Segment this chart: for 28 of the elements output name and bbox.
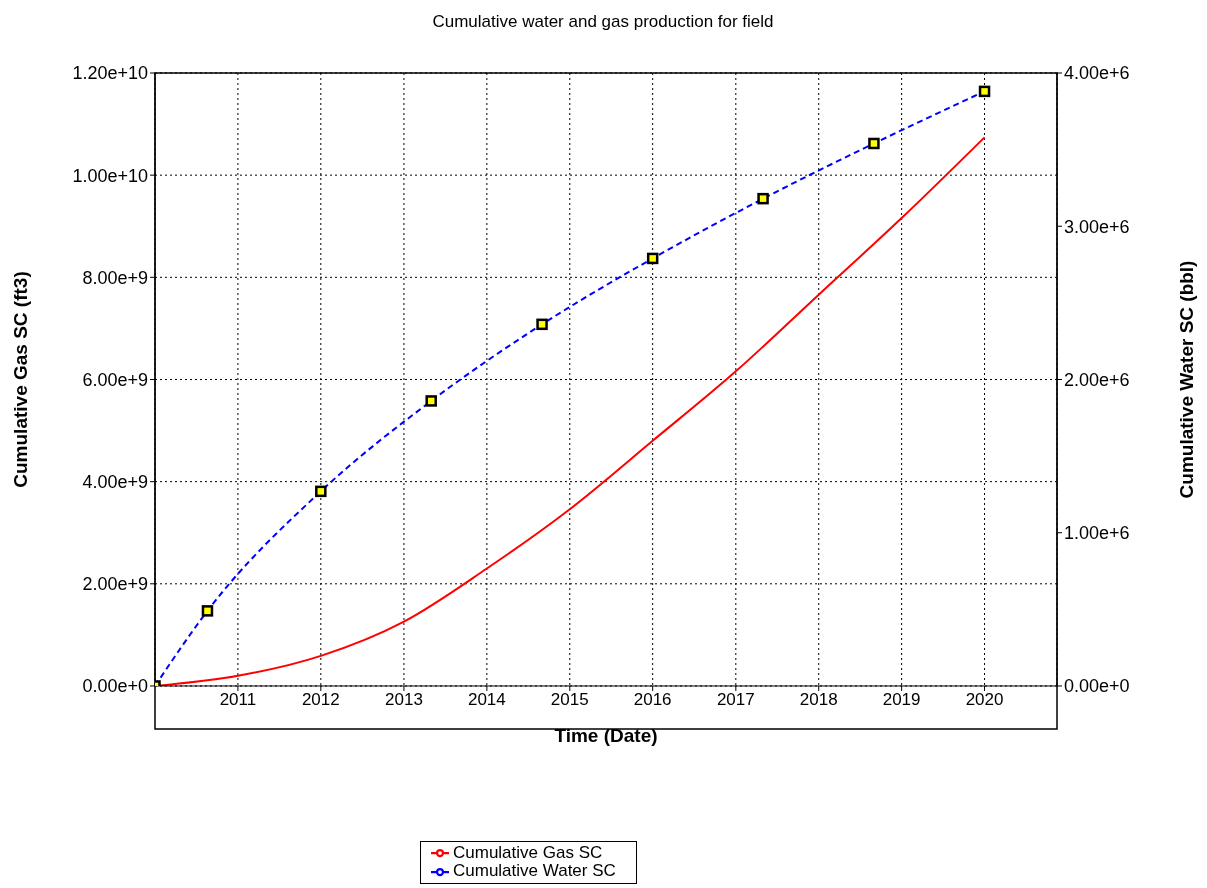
y2-axis-title: Cumulative Water SC (bbl) xyxy=(1175,260,1197,499)
legend-label: Cumulative Gas SC xyxy=(453,842,603,862)
chart-title: Cumulative water and gas production for field xyxy=(431,12,775,32)
y-tick-label: 4.00e+9 xyxy=(82,472,148,493)
x-tick-label: 2016 xyxy=(633,690,672,710)
y-tick-label: 2.00e+9 xyxy=(82,574,148,595)
y-tick-label: 1.00e+10 xyxy=(72,165,148,186)
x-tick-label: 2019 xyxy=(882,690,921,710)
y2-tick-label: 1.00e+6 xyxy=(1064,523,1130,544)
y-axis-title: Cumulative Gas SC (ft3) xyxy=(9,271,31,488)
x-tick-label: 2014 xyxy=(467,690,506,710)
x-tick-label: 2017 xyxy=(716,690,755,710)
x-tick-label: 2020 xyxy=(965,690,1004,710)
y-tick-label: 1.20e+10 xyxy=(72,63,148,84)
y2-tick-label: 4.00e+6 xyxy=(1064,63,1130,84)
legend-label: Cumulative Water SC xyxy=(453,861,616,881)
x-tick-label: 2015 xyxy=(550,690,589,710)
y-tick-label: 8.00e+9 xyxy=(82,267,148,288)
y-tick-label: 6.00e+9 xyxy=(82,369,148,390)
x-tick-label: 2013 xyxy=(385,690,423,710)
x-tick-label: 2011 xyxy=(219,690,257,710)
y-tick-label: 0.00e+0 xyxy=(82,676,148,697)
x-axis-title: Time (Date) xyxy=(554,724,658,746)
y2-tick-label: 3.00e+6 xyxy=(1064,216,1130,237)
x-tick-label: 2012 xyxy=(301,690,340,710)
y2-tick-label: 0.00e+0 xyxy=(1064,676,1130,697)
x-tick-label: 2018 xyxy=(799,690,838,710)
y2-tick-label: 2.00e+6 xyxy=(1064,369,1130,390)
